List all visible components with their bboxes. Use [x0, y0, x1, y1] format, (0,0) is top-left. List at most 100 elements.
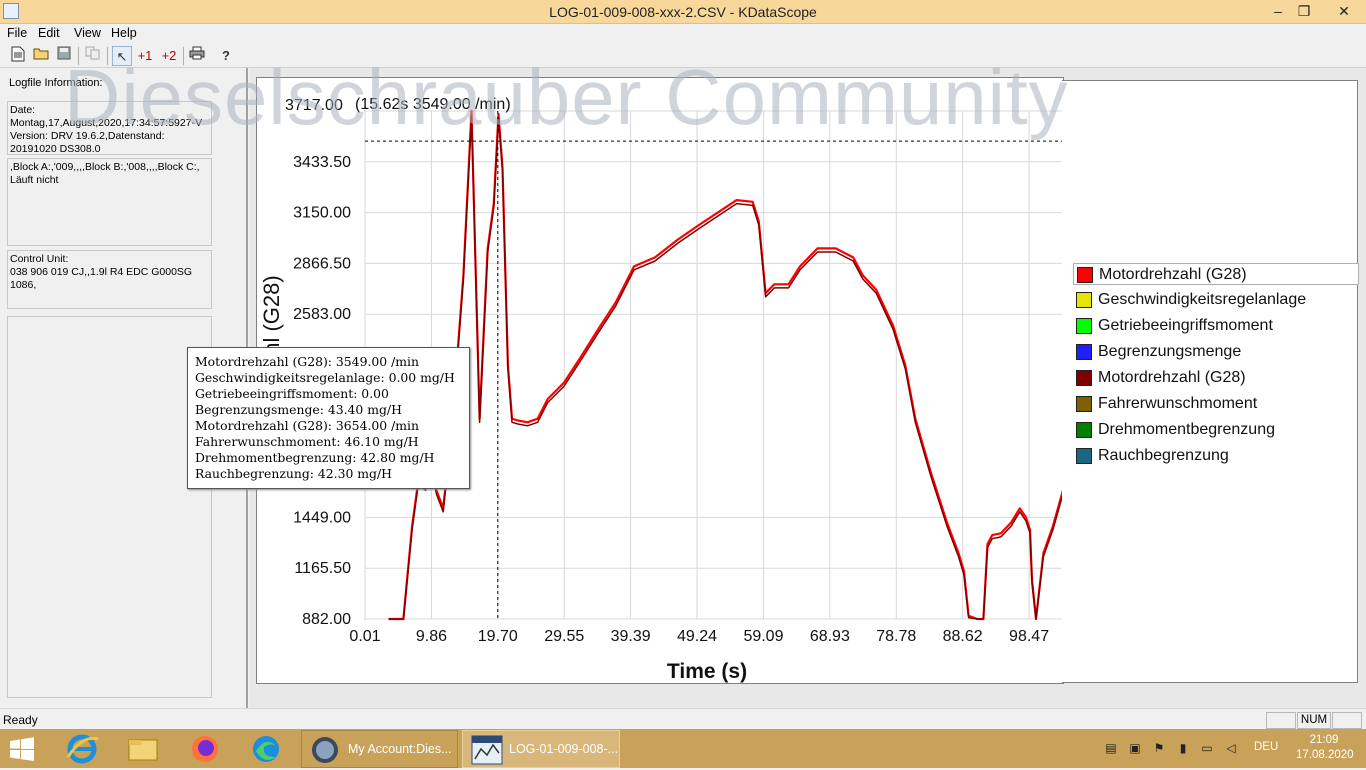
legend-swatch — [1076, 396, 1092, 412]
title-bar: LOG-01-009-008-xxx-2.CSV - KDataScope – … — [0, 0, 1366, 24]
tray-monitor-icon[interactable]: ▭ — [1201, 741, 1213, 755]
legend-label: Rauchbegrenzung — [1098, 447, 1229, 464]
help-icon[interactable]: ? — [222, 48, 230, 63]
firefox-icon[interactable] — [183, 731, 227, 767]
tray-volume-icon[interactable]: ◁ — [1226, 741, 1236, 755]
cursor-2-icon[interactable]: +2 — [161, 48, 177, 63]
y-tick-label: 2583.00 — [293, 306, 351, 323]
x-axis-label: Time (s) — [667, 660, 747, 683]
y-tick-label: 3150.00 — [293, 205, 351, 222]
legend-label: Geschwindigkeitsregelanlage — [1098, 291, 1307, 308]
internet-explorer-icon[interactable] — [60, 731, 104, 767]
windows-start-icon[interactable] — [6, 737, 38, 761]
tooltip-line: Begrenzungsmenge: 43.40 mg/H — [195, 402, 402, 417]
x-tick-label: 29.55 — [544, 628, 584, 645]
x-tick-label: 0.01 — [349, 628, 380, 645]
y-tick-label: 1165.50 — [294, 560, 351, 577]
y-tick-label: 2866.50 — [293, 255, 351, 272]
toolbar-separator — [107, 47, 108, 65]
x-tick-label: 39.39 — [611, 628, 651, 645]
toolbar-separator — [78, 47, 79, 65]
taskbar: My Account:Dies... LOG-01-009-008-... ▤ … — [0, 729, 1366, 768]
x-tick-label: 49.24 — [677, 628, 717, 645]
task-label: My Account:Dies... — [348, 742, 452, 756]
y-top-tick-label: 3717.00 — [285, 97, 343, 114]
chart-svg[interactable]: 3433.50 3150.00 2866.50 2583.00 1449.00 1165.… — [257, 78, 1063, 683]
tooltip-line: Motordrehzahl (G28): 3654.00 /min — [195, 418, 419, 433]
legend-item-geschwindigkeitsregelanlage[interactable]: Geschwindigkeitsregelanlage — [1073, 289, 1359, 311]
legend-swatch — [1076, 318, 1092, 334]
app-icon[interactable] — [3, 3, 19, 19]
menu-bar: File Edit View Help — [0, 24, 1366, 44]
tooltip-line: Getriebeeingriffsmoment: 0.00 — [195, 386, 389, 401]
status-text: Ready — [3, 713, 38, 727]
legend-item-drehmomentbegrenzung[interactable]: Drehmomentbegrenzung — [1073, 419, 1359, 441]
x-tick-label: 19.70 — [478, 628, 518, 645]
tray-flag-icon[interactable]: ⚑ — [1153, 741, 1165, 755]
save-icon[interactable] — [54, 46, 74, 66]
tooltip-line: Geschwindigkeitsregelanlage: 0.00 mg/H — [195, 370, 455, 385]
y-tick-label: 1449.00 — [293, 509, 351, 526]
legend-swatch — [1076, 292, 1092, 308]
logfile-info-header: Logfile Information: — [9, 77, 103, 89]
series-line-4 — [388, 115, 1063, 620]
legend-label: Getriebeeingriffsmoment — [1098, 317, 1273, 334]
edge-icon[interactable] — [244, 731, 288, 767]
task-kdatascope[interactable]: LOG-01-009-008-... — [462, 730, 620, 768]
open-folder-icon[interactable] — [31, 46, 51, 66]
legend-swatch — [1076, 448, 1092, 464]
status-indicator-empty — [1332, 712, 1362, 729]
cursor-1-icon[interactable]: +1 — [137, 48, 153, 63]
legend-item-begrenzungsmenge[interactable]: Begrenzungsmenge — [1073, 341, 1359, 363]
legend-item-rauchbegrenzung[interactable]: Rauchbegrenzung — [1073, 445, 1359, 467]
tooltip-line: Drehmomentbegrenzung: 42.80 mg/H — [195, 450, 435, 465]
browser-globe-icon — [312, 737, 338, 763]
status-indicator-empty — [1266, 712, 1296, 729]
tray-battery-icon[interactable]: ▮ — [1179, 741, 1187, 755]
legend-swatch — [1076, 344, 1092, 360]
tray-clock[interactable]: 21:09 17.08.2020 — [1296, 733, 1354, 763]
menu-edit[interactable]: Edit — [38, 26, 60, 40]
kdatascope-icon — [471, 735, 503, 765]
print-icon[interactable] — [187, 46, 207, 66]
new-file-icon[interactable] — [8, 46, 28, 66]
tooltip-line: Fahrerwunschmoment: 46.10 mg/H — [195, 434, 419, 449]
logfile-blocks-box: ,Block A:,'009,,,,Block B:,'008,,,,Block… — [7, 158, 212, 246]
legend-label: Begrenzungsmenge — [1098, 343, 1242, 360]
tooltip-line: Motordrehzahl (G28): 3549.00 /min — [195, 354, 419, 369]
series-line-0 — [388, 109, 1063, 621]
legend-swatch — [1076, 422, 1092, 438]
menu-view[interactable]: View — [74, 26, 101, 40]
y-tick-label: 882.00 — [302, 611, 351, 628]
x-tick-label: 59.09 — [743, 628, 783, 645]
window-title: LOG-01-009-008-xxx-2.CSV - KDataScope — [549, 4, 817, 20]
x-tick-label: 68.93 — [810, 628, 850, 645]
x-tick-label: 88.62 — [943, 628, 983, 645]
menu-file[interactable]: File — [7, 26, 28, 40]
legend-item-motordrehzahl[interactable]: Motordrehzahl (G28) — [1073, 263, 1359, 285]
cursor-pointer-icon[interactable]: ↖ — [112, 46, 132, 66]
status-num-indicator: NUM — [1297, 712, 1331, 729]
tray-network-icon[interactable]: ▤ — [1105, 741, 1117, 755]
legend-item-getriebeeingriffsmoment[interactable]: Getriebeeingriffsmoment — [1073, 315, 1359, 337]
legend-label: Drehmomentbegrenzung — [1098, 421, 1275, 438]
restore-button[interactable]: ❐ — [1297, 3, 1311, 19]
minimize-button[interactable]: – — [1274, 3, 1282, 19]
legend-label: Fahrerwunschmoment — [1098, 395, 1258, 412]
legend-swatch — [1076, 370, 1092, 386]
legend-item-motordrehzahl-2[interactable]: Motordrehzahl (G28) — [1073, 367, 1359, 389]
toolbar-separator — [183, 47, 184, 65]
clock-date: 17.08.2020 — [1296, 749, 1354, 761]
task-my-account[interactable]: My Account:Dies... — [301, 730, 458, 768]
task-label: LOG-01-009-008-... — [509, 742, 619, 756]
menu-help[interactable]: Help — [111, 26, 137, 40]
empty-info-box — [7, 316, 212, 698]
close-button[interactable]: ✕ — [1338, 3, 1350, 19]
tray-language[interactable]: DEU — [1254, 741, 1279, 753]
file-explorer-icon[interactable] — [121, 731, 165, 767]
legend-item-fahrerwunschmoment[interactable]: Fahrerwunschmoment — [1073, 393, 1359, 415]
status-bar: Ready NUM — [0, 708, 1366, 729]
tray-device-icon[interactable]: ▣ — [1129, 741, 1141, 755]
copy-icon[interactable] — [83, 46, 103, 66]
x-tick-label: 78.78 — [876, 628, 916, 645]
